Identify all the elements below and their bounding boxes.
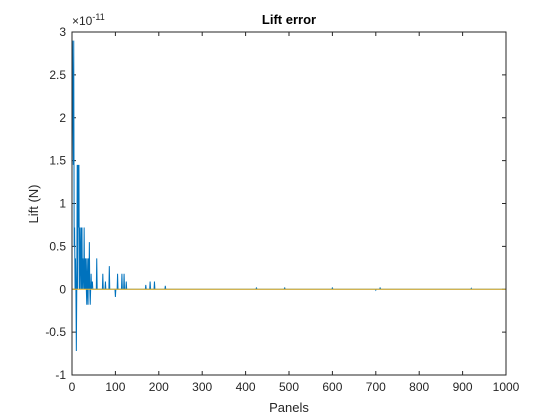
- x-tick-label: 100: [105, 380, 125, 394]
- y-tick-label: 0.5: [49, 239, 66, 253]
- x-tick-label: 400: [236, 380, 256, 394]
- axes-box: [71, 31, 507, 376]
- x-tick-label: 500: [279, 380, 299, 394]
- y-tick-label: 2: [59, 111, 66, 125]
- x-tick-label: 0: [69, 380, 76, 394]
- y-multiplier: ×10-11: [72, 12, 105, 28]
- y-tick-label: 1.5: [49, 154, 66, 168]
- y-tick-label: -1: [55, 368, 66, 382]
- y-axis-label: Lift (N): [26, 185, 41, 224]
- chart-title: Lift error: [262, 12, 316, 27]
- x-tick-label: 200: [149, 380, 169, 394]
- y-tick-label: 0: [59, 282, 66, 296]
- x-tick-label: 1000: [493, 380, 520, 394]
- x-tick-label: 900: [453, 380, 473, 394]
- x-tick-label: 700: [366, 380, 386, 394]
- y-multiplier-exponent: -11: [92, 12, 104, 22]
- x-axis-label: Panels: [269, 400, 309, 415]
- y-tick-label: -0.5: [45, 325, 66, 339]
- x-tick-label: 800: [409, 380, 429, 394]
- x-tick-label: 600: [322, 380, 342, 394]
- y-tick-label: 2.5: [49, 68, 66, 82]
- y-multiplier-base: ×10: [72, 14, 93, 28]
- plot-area: [72, 32, 506, 375]
- y-tick-label: 3: [59, 25, 66, 39]
- y-tick-label: 1: [59, 197, 66, 211]
- x-tick-label: 300: [192, 380, 212, 394]
